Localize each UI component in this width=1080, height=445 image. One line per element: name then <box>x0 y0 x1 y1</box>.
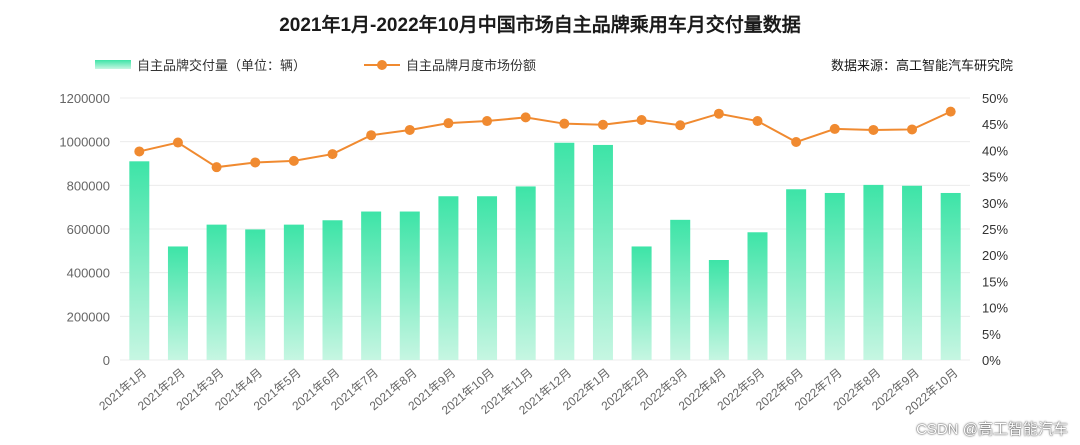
share-point <box>713 108 724 119</box>
bar <box>631 246 652 360</box>
y-left-tick-label: 0 <box>103 353 110 368</box>
share-point <box>211 162 222 173</box>
bar <box>554 142 575 360</box>
share-point <box>482 116 493 127</box>
legend-item-bars[interactable]: 自主品牌交付量（单位：辆） <box>95 55 306 74</box>
legend-line-swatch <box>364 59 401 70</box>
share-point <box>597 119 608 130</box>
y-left-tick-label: 800000 <box>67 178 110 193</box>
y-right-tick-label: 0% <box>982 353 1001 368</box>
line-series <box>134 106 956 173</box>
share-point <box>675 120 686 131</box>
legend-line-label: 自主品牌月度市场份额 <box>406 58 537 73</box>
share-point <box>134 146 145 157</box>
bar <box>747 232 768 360</box>
bar <box>129 161 150 360</box>
bar <box>670 219 691 360</box>
legend-bar-label: 自主品牌交付量（单位：辆） <box>137 58 307 73</box>
bar <box>361 211 382 360</box>
y-right-tick-label: 50% <box>982 91 1008 106</box>
share-point <box>752 116 763 127</box>
y-right-tick-label: 35% <box>982 170 1008 185</box>
bar <box>940 192 961 360</box>
y-left-tick-label: 600000 <box>67 222 110 237</box>
bar <box>863 184 884 360</box>
y-right-tick-label: 45% <box>982 117 1008 132</box>
share-line <box>139 110 952 169</box>
y-right-tick-label: 30% <box>982 196 1008 211</box>
bar <box>824 192 845 360</box>
share-point <box>327 149 338 160</box>
bar <box>592 144 613 360</box>
y-left-tick-label: 200000 <box>67 309 110 324</box>
y-right-tick-label: 5% <box>982 327 1001 342</box>
share-point <box>404 124 415 135</box>
bar <box>477 196 498 360</box>
watermark: CSDN @高工智能汽车 <box>916 421 1068 438</box>
share-point <box>288 155 299 166</box>
bar <box>902 185 923 360</box>
y-right-tick-label: 25% <box>982 222 1008 237</box>
bar <box>167 246 188 360</box>
y-right-tick-label: 15% <box>982 274 1008 289</box>
bar <box>786 189 807 360</box>
bar <box>245 229 266 360</box>
legend-item-line[interactable]: 自主品牌月度市场份额 <box>364 55 536 74</box>
y-right-tick-label: 20% <box>982 248 1008 263</box>
share-point <box>250 157 261 168</box>
chart-title: 2021年1月-2022年10月中国市场自主品牌乘用车月交付量数据 <box>279 15 801 36</box>
bar <box>399 211 420 360</box>
bar <box>322 220 343 360</box>
y-right-tick-label: 40% <box>982 143 1008 158</box>
share-point <box>366 130 377 141</box>
share-point <box>636 115 647 126</box>
share-point <box>520 112 531 123</box>
bar <box>515 186 536 360</box>
bar <box>708 260 729 360</box>
share-point <box>945 106 956 117</box>
bar <box>206 224 227 360</box>
y-left-tick-label: 1000000 <box>59 135 110 150</box>
share-point <box>868 124 879 135</box>
bar <box>438 196 459 360</box>
y-left-tick-label: 400000 <box>67 266 110 281</box>
legend: 自主品牌交付量（单位：辆） 自主品牌月度市场份额 <box>95 55 594 74</box>
legend-bar-swatch <box>95 60 131 69</box>
y-left-tick-label: 1200000 <box>59 91 110 106</box>
share-point <box>559 118 570 129</box>
share-point <box>829 123 840 134</box>
share-point <box>172 137 183 148</box>
data-source: 数据来源：高工智能汽车研究院 <box>830 58 1013 73</box>
share-point <box>791 137 802 148</box>
bar-series <box>129 142 961 360</box>
y-right-tick-label: 10% <box>982 301 1008 316</box>
bar <box>283 224 304 360</box>
share-point <box>907 124 918 135</box>
share-point <box>443 118 454 129</box>
